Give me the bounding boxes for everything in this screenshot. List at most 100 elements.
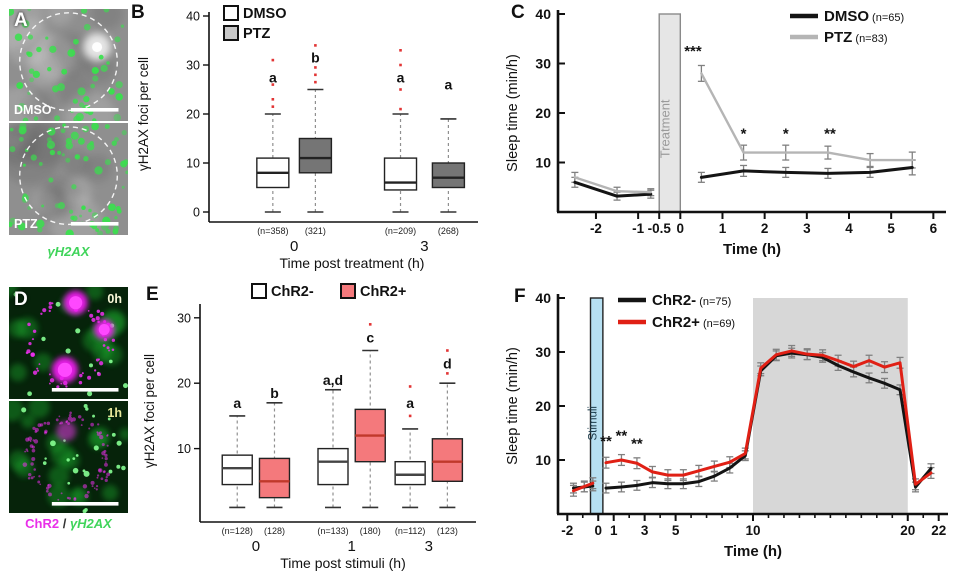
svg-text:ChR2- (n=75): ChR2- (n=75) [652, 292, 731, 309]
svg-text:(n=128): (n=128) [222, 526, 253, 536]
svg-text:10: 10 [745, 523, 760, 538]
svg-text:0: 0 [252, 538, 260, 555]
svg-text:(n=133): (n=133) [317, 526, 348, 536]
micrograph-0h: 0h [9, 287, 128, 399]
svg-text:40: 40 [535, 290, 551, 306]
svg-text:Sleep time (min/h): Sleep time (min/h) [505, 347, 521, 465]
svg-text:PTZ (n=83): PTZ (n=83) [824, 29, 888, 46]
svg-text:30: 30 [535, 344, 551, 360]
box-PTZ [298, 137, 333, 174]
svg-text:2: 2 [761, 221, 769, 236]
svg-text:6: 6 [930, 221, 938, 236]
svg-text:5: 5 [887, 221, 895, 236]
svg-text:5: 5 [672, 523, 680, 538]
svg-text:b: b [311, 50, 320, 66]
svg-text:*: * [783, 126, 789, 143]
svg-text:30: 30 [186, 59, 200, 73]
series-DMSO [573, 180, 653, 198]
image-tag: PTZ [14, 217, 38, 231]
box-ChR2- [317, 447, 349, 486]
svg-text:3: 3 [425, 538, 433, 555]
svg-text:10: 10 [177, 442, 191, 456]
micrograph-dmso: DMSO [9, 9, 128, 121]
gamma-h2ax-label: γH2AX [47, 244, 90, 259]
svg-text:c: c [366, 329, 374, 345]
panel-f-label: F [514, 286, 526, 307]
panel-d-caption: ChR2 / γH2AX [4, 516, 133, 531]
micrograph-1h: 1h [9, 401, 128, 513]
svg-text:Time post stimuli (h): Time post stimuli (h) [280, 555, 406, 571]
series-PTZ [573, 176, 652, 194]
svg-text:4: 4 [845, 221, 853, 236]
svg-text:3: 3 [420, 238, 428, 255]
panel-a-caption: γH2AX [9, 244, 128, 259]
caption-separator: / [59, 516, 70, 531]
svg-text:0: 0 [594, 523, 602, 538]
legend-swatch [223, 5, 239, 21]
svg-text:20: 20 [900, 523, 915, 538]
svg-text:*: * [741, 126, 747, 143]
svg-text:1: 1 [610, 523, 618, 538]
svg-text:3: 3 [641, 523, 649, 538]
svg-text:20: 20 [535, 398, 551, 414]
svg-text:ChR2+ (n=69): ChR2+ (n=69) [652, 314, 735, 331]
series-ChR2+ [604, 349, 933, 486]
box-ChR2- [394, 460, 426, 486]
scale-bar [51, 502, 119, 506]
svg-text:Treatment: Treatment [658, 99, 673, 158]
svg-text:(n=358): (n=358) [257, 226, 288, 236]
scale-bar [51, 388, 119, 392]
svg-text:-1: -1 [632, 221, 644, 236]
svg-text:**: ** [631, 436, 643, 453]
svg-text:(n=209): (n=209) [385, 226, 416, 236]
svg-text:30: 30 [535, 56, 551, 72]
svg-text:ChR2-: ChR2- [271, 284, 314, 300]
svg-text:a: a [233, 395, 241, 411]
svg-text:(n=112): (n=112) [395, 526, 426, 536]
svg-text:γH2AX foci per cell: γH2AX foci per cell [142, 354, 157, 468]
svg-text:20: 20 [535, 105, 551, 121]
svg-text:PTZ: PTZ [243, 26, 271, 42]
box-ChR2- [221, 454, 253, 486]
svg-text:**: ** [824, 126, 836, 143]
svg-text:(268): (268) [438, 226, 459, 236]
series-ChR2+ [571, 481, 595, 493]
svg-text:**: ** [600, 433, 612, 450]
panel-e-label: E [146, 284, 159, 305]
svg-text:-2: -2 [561, 523, 573, 538]
band [753, 298, 908, 514]
svg-text:a: a [269, 69, 277, 85]
legend-swatch [223, 25, 239, 41]
svg-text:0: 0 [193, 206, 200, 220]
box-ChR2+ [258, 457, 291, 499]
panel-c-label: C [511, 2, 525, 23]
panel-d-label: D [14, 289, 28, 310]
svg-text:Time (h): Time (h) [724, 543, 782, 560]
box-DMSO [383, 157, 418, 191]
panel-a-label: A [14, 10, 28, 31]
box-PTZ [431, 162, 466, 189]
gamma-h2ax-label-2: γH2AX [69, 516, 112, 531]
svg-text:Stimuli: Stimuli [588, 406, 600, 441]
svg-text:30: 30 [177, 311, 191, 325]
svg-text:***: *** [684, 43, 702, 60]
svg-text:20: 20 [186, 108, 200, 122]
legend-swatch [340, 283, 356, 299]
svg-text:0: 0 [677, 221, 685, 236]
svg-text:DMSO: DMSO [243, 6, 287, 22]
svg-text:20: 20 [177, 377, 191, 391]
svg-text:10: 10 [186, 157, 200, 171]
svg-text:DMSO (n=65): DMSO (n=65) [824, 8, 904, 25]
scale-bar [70, 222, 119, 226]
svg-text:(128): (128) [264, 526, 285, 536]
svg-text:ChR2+: ChR2+ [360, 284, 406, 300]
svg-text:40: 40 [186, 10, 200, 24]
chr2-label: ChR2 [25, 516, 60, 531]
svg-text:d: d [443, 356, 452, 372]
svg-text:a,d: a,d [323, 372, 343, 388]
micrograph-ptz: PTZ [9, 123, 128, 235]
chart-c-lineplot: 10 20 30 40 -2 -1 -0.5 0 1 2 3 4 5 6 Sleep time (min/h… [505, 6, 946, 258]
series-DMSO [699, 165, 914, 179]
